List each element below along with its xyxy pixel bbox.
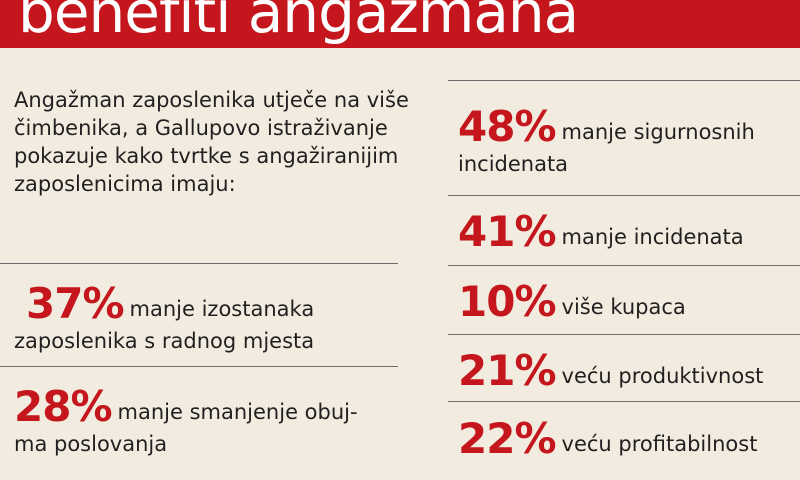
divider bbox=[448, 195, 800, 196]
divider bbox=[0, 366, 398, 367]
divider bbox=[448, 80, 800, 81]
stat-customers: 10% više kupaca bbox=[458, 281, 686, 323]
stat-absenteeism: 37% manje izostanaka zaposlenika s radnog… bbox=[14, 283, 314, 357]
stat-percent: 21% bbox=[458, 346, 557, 395]
stat-label: veću profitabilnost bbox=[561, 432, 758, 456]
stat-label: manje incidenata bbox=[561, 225, 744, 249]
intro-text: Angažman zaposlenika utječe na više čimb… bbox=[14, 88, 409, 196]
divider bbox=[448, 334, 800, 335]
stat-line: 37% manje izostanaka bbox=[26, 283, 314, 325]
stat-label: više kupaca bbox=[561, 295, 686, 319]
title-bar: benefiti angažmana bbox=[0, 0, 800, 48]
stat-label: manje izostanaka bbox=[129, 297, 315, 321]
stat-profitability: 22% veću profitabilnost bbox=[458, 418, 757, 460]
stat-line: 28% manje smanjenje obuj- bbox=[14, 386, 358, 428]
stat-safety-incidents: 48% manje sigurnosnih incidenata bbox=[458, 106, 755, 180]
stat-percent: 22% bbox=[458, 414, 557, 463]
stat-label: manje smanjenje obuj- bbox=[117, 400, 358, 424]
stat-productivity: 21% veću produktivnost bbox=[458, 350, 763, 392]
stat-percent: 10% bbox=[458, 277, 557, 326]
stat-line: 48% manje sigurnosnih bbox=[458, 106, 755, 148]
stat-label-continued: zaposlenika s radnog mjesta bbox=[14, 329, 315, 353]
stat-label-continued: incidenata bbox=[458, 152, 569, 176]
stat-percent: 28% bbox=[14, 382, 113, 431]
stat-percent: 48% bbox=[458, 102, 557, 151]
stat-percent: 37% bbox=[26, 279, 125, 328]
stat-label-continued: ma poslovanja bbox=[14, 432, 168, 456]
stat-percent: 41% bbox=[458, 207, 557, 256]
divider bbox=[0, 263, 398, 264]
page-title: benefiti angažmana bbox=[18, 0, 579, 46]
stat-label: veću produktivnost bbox=[561, 364, 764, 388]
stat-downsizing: 28% manje smanjenje obuj- ma poslovanja bbox=[14, 386, 358, 460]
divider bbox=[448, 401, 800, 402]
stat-label: manje sigurnosnih bbox=[561, 120, 755, 144]
stat-incidents: 41% manje incidenata bbox=[458, 211, 744, 253]
divider bbox=[448, 265, 800, 266]
